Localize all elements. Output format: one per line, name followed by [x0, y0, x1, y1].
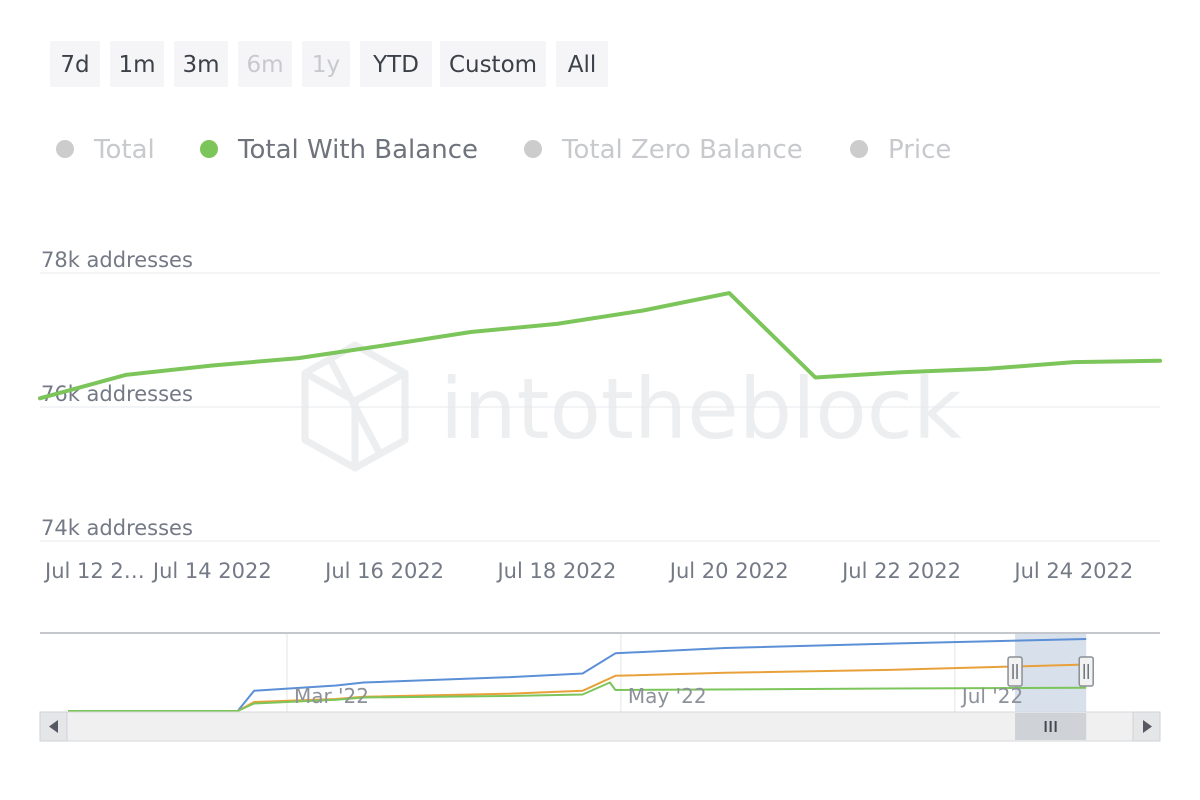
navigator-series-line [68, 638, 1087, 712]
navigator-series-line [68, 681, 1087, 712]
x-tick-label: Jul 16 2022 [323, 559, 444, 583]
navigator: Mar '22 May '22 Jul '22 [40, 632, 1160, 712]
legend-item-total-zero-balance[interactable]: Total Zero Balance [524, 130, 803, 170]
legend-item-total[interactable]: Total [56, 130, 155, 170]
x-tick-label: Jul 20 2022 [668, 559, 789, 583]
range-button-all[interactable]: All [556, 41, 608, 87]
legend-label-total-with-balance: Total With Balance [238, 135, 478, 165]
x-tick-label: Jul 14 2022 [151, 559, 272, 583]
range-button-custom[interactable]: Custom [440, 41, 546, 87]
range-button-ytd[interactable]: YTD [360, 41, 432, 87]
series-line-total-with-balance[interactable] [38, 291, 1162, 401]
navigator-label: Mar '22 [294, 684, 369, 708]
legend-item-total-with-balance[interactable]: Total With Balance [200, 130, 478, 170]
range-button-7d[interactable]: 7d [50, 41, 100, 87]
range-button-1m[interactable]: 1m [110, 41, 164, 87]
range-button-1y: 1y [302, 41, 350, 87]
legend-marker-price [850, 139, 868, 158]
legend-marker-total-with-balance [200, 139, 218, 158]
legend-marker-total [56, 139, 74, 158]
series-layer [38, 291, 1162, 401]
navigator-selection[interactable] [1015, 634, 1087, 712]
x-tick-label: Jul 12 2… [43, 559, 145, 583]
legend-item-price[interactable]: Price [850, 130, 951, 170]
grid-lines [40, 272, 1160, 542]
navigator-left-handle[interactable] [1007, 656, 1023, 687]
legend-label-total-zero-balance: Total Zero Balance [562, 135, 803, 165]
navigator-grid [286, 634, 956, 712]
x-axis-labels: Jul 12 2… Jul 14 2022 Jul 16 2022 Jul 18 20… [43, 559, 1133, 583]
scrollbar-track[interactable] [39, 711, 1161, 742]
x-tick-label: Jul 24 2022 [1012, 559, 1133, 583]
navigator-series [68, 638, 1087, 712]
x-tick-label: Jul 22 2022 [840, 559, 961, 583]
x-tick-label: Jul 18 2022 [495, 559, 616, 583]
scrollbar-grip-icon [1044, 721, 1057, 732]
range-button-6m: 6m [238, 41, 292, 87]
navigator-labels: Mar '22 May '22 Jul '22 [294, 684, 1023, 708]
navigator-handles [1007, 656, 1094, 687]
scrollbar [39, 711, 1161, 742]
watermark-text: intotheblock [440, 360, 962, 458]
range-button-3m[interactable]: 3m [174, 41, 228, 87]
legend-marker-total-zero-balance [524, 139, 542, 158]
legend-label-total: Total [94, 135, 155, 165]
navigator-label: May '22 [628, 684, 707, 708]
navigator-label: Jul '22 [960, 684, 1023, 708]
y-tick-label: 74k addresses [41, 516, 193, 540]
y-tick-label: 76k addresses [41, 382, 193, 406]
legend-label-price: Price [888, 135, 952, 165]
y-axis-labels: 74k addresses 76k addresses 78k addresses [41, 248, 193, 540]
y-tick-label: 78k addresses [41, 248, 193, 272]
navigator-right-handle[interactable] [1078, 656, 1094, 687]
scroll-left-arrow-icon [49, 720, 58, 733]
scroll-right-arrow-icon [1143, 720, 1152, 733]
